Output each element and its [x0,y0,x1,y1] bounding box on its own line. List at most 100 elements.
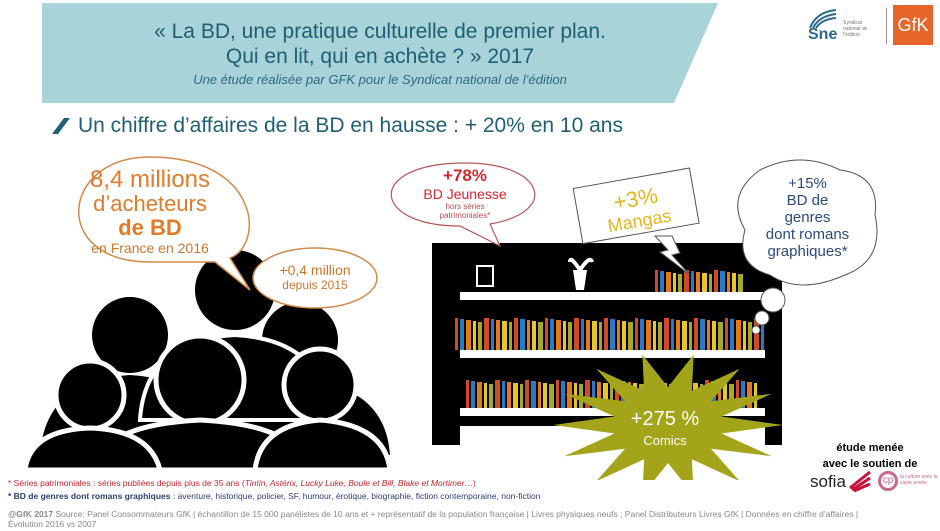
book [628,322,633,350]
book [513,383,518,408]
support-line-1: étude menée [836,442,904,454]
jeunesse-note-2: patrimoniales* [439,211,491,220]
book [709,274,712,292]
book [563,321,566,350]
book [549,384,554,408]
book [671,319,674,350]
book [543,383,547,408]
buyers-bubble [78,156,251,291]
gfk-logo: GfK [893,5,933,45]
book [732,273,736,292]
book [727,272,730,292]
book [599,322,602,350]
book [473,321,476,350]
book [748,322,752,350]
buyers-label-bd: de BD [118,215,182,240]
buyers-label: d’acheteurs [93,191,207,216]
book [502,381,505,408]
jeunesse-label: BD Jeunesse [423,186,507,202]
jeunesse-bubble [390,162,536,248]
book [585,380,590,408]
jeunesse-value: +78% [443,166,487,185]
book [509,322,512,350]
book [592,381,595,408]
book [502,321,507,350]
picture-frame-icon [476,265,494,287]
book [694,318,698,350]
book [622,321,626,350]
people-silhouettes [22,246,393,473]
book [604,318,608,350]
comics-label: Comics [643,433,687,448]
comics-value: +275 % [630,408,700,430]
genres-label-3: dont romans [765,226,850,243]
genres-cloud [737,159,878,335]
book [466,320,471,350]
book [741,381,745,408]
book [635,318,638,350]
footnote-2: * BD de genres dont romans graphiques : … [8,491,541,501]
illustration [22,156,878,480]
book [489,384,493,408]
footnote-1: * Séries patrimoniales : séries publiées… [8,478,476,488]
book [676,320,680,350]
book [531,381,536,408]
book [738,274,743,292]
book [736,320,741,350]
book [696,272,700,292]
book [581,319,584,350]
growth-bubble [252,247,378,309]
book [658,322,662,350]
book [597,382,601,408]
buyers-count: 8,4 millions [89,166,211,193]
book [718,322,723,350]
sofia-logo: sofia [810,472,846,491]
book [653,321,656,350]
copie-privee-text: la culture avec la copie privée [900,474,938,486]
plant-icon [573,270,587,290]
book [682,321,687,350]
mangas-box [572,167,700,245]
book [471,381,475,408]
buyers-context: en France en 2016 [91,240,209,256]
book [527,320,530,350]
book [520,319,525,350]
book [550,319,554,350]
book [561,381,565,408]
slash-icon [52,118,70,134]
book [574,318,579,350]
book [673,273,676,292]
book [723,383,727,408]
genres-value: +15% [788,175,827,192]
book [525,380,529,408]
book [586,320,590,350]
book [691,271,694,292]
book [538,322,543,350]
book [655,270,658,292]
book [640,319,644,350]
copie-privee-logo: cp [878,471,898,491]
logo-divider [886,8,887,44]
genres-label-4: graphiques* [767,243,848,260]
book [545,318,548,350]
headline: Un chiffre d’affaires de la BD en hausse… [78,114,623,137]
sofia-wing-icon [849,470,871,492]
growth-value: +0,4 million [279,262,351,278]
subtitle: Une étude réalisée par GFK pour le Syndi… [193,72,567,87]
book [617,320,620,350]
book [720,271,725,292]
book [466,380,469,408]
book [592,321,597,350]
book [678,274,682,292]
header-banner [42,3,718,103]
book [718,382,721,408]
book [556,320,561,350]
book [736,380,739,408]
book [514,318,518,350]
book [568,322,572,350]
book [747,382,752,408]
book [538,382,541,408]
growth-label: depuis 2015 [282,278,348,292]
book [610,319,615,350]
book [689,322,692,350]
